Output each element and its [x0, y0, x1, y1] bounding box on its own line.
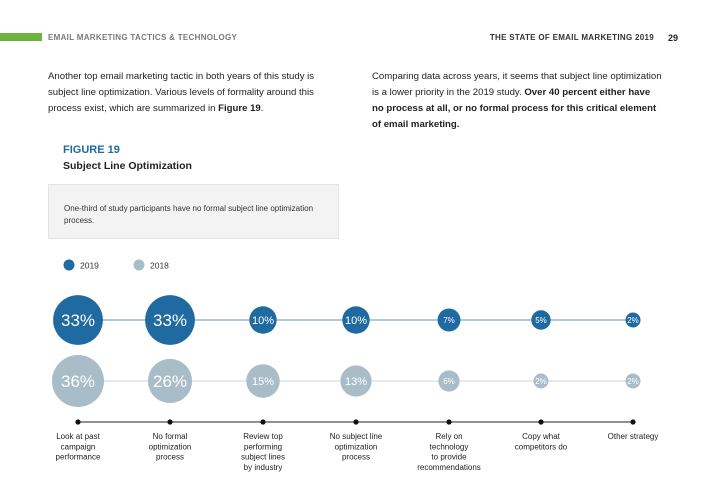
page-number: 29	[667, 33, 678, 43]
figure-title: Subject Line Optimization	[63, 160, 192, 172]
section-title: EMAIL MARKETING TACTICS & TECHNOLOGY	[48, 33, 238, 42]
comparison-text: Comparing data across years, it seems th…	[372, 71, 662, 98]
category-dot-3	[353, 419, 359, 425]
legend-marker-2019	[63, 259, 75, 271]
intro-text-end: .	[260, 103, 264, 114]
data-label-2019-6: 2%	[627, 316, 639, 325]
bubble-2018-2	[246, 364, 280, 398]
category-dot-5	[538, 419, 544, 425]
bubble-2019-0	[53, 295, 103, 345]
category-label-1: No formal optimization process	[149, 432, 192, 462]
category-dot-2	[260, 419, 266, 425]
data-label-2019-4: 7%	[443, 316, 455, 325]
callout-text: One-third of study participants have no …	[64, 204, 314, 225]
data-label-2019-1: 33%	[153, 311, 187, 330]
data-label-2019-0: 33%	[61, 311, 95, 330]
category-label-2: Review top performing subject lines by indu…	[241, 432, 285, 472]
intro-paragraph-right: Comparing data across years, it seems th…	[372, 69, 664, 133]
category-dot-4	[446, 419, 452, 425]
legend-marker-2018	[133, 259, 145, 271]
data-label-2018-2: 15%	[252, 376, 274, 388]
bubble-2018-1	[147, 358, 193, 404]
header-accent-bar	[0, 33, 42, 41]
data-label-2018-4: 6%	[443, 377, 455, 386]
intro-text: Another top email marketing tactic in bo…	[48, 71, 315, 114]
legend-label-2018: 2018	[150, 261, 169, 271]
bubble-2019-5	[531, 310, 551, 330]
intro-paragraph-left: Another top email marketing tactic in bo…	[48, 69, 340, 117]
bubble-2018-0	[52, 355, 104, 407]
category-dot-0	[75, 419, 81, 425]
data-label-2019-3: 10%	[345, 315, 367, 327]
data-label-2018-5: 2%	[535, 377, 547, 386]
category-label-5: Copy what competitors do	[515, 432, 568, 451]
category-dot-6	[630, 419, 636, 425]
data-label-2018-1: 26%	[153, 372, 187, 391]
data-label-2019-2: 10%	[252, 315, 274, 327]
bubble-2018-6	[625, 373, 641, 389]
category-dot-1	[167, 419, 173, 425]
data-label-2018-3: 13%	[345, 376, 367, 388]
figure-reference: Figure 19	[218, 103, 261, 114]
report-title: THE STATE OF EMAIL MARKETING 2019	[489, 33, 654, 42]
data-label-2019-5: 5%	[535, 316, 547, 325]
data-label-2018-0: 36%	[61, 372, 95, 391]
legend-label-2019: 2019	[80, 261, 99, 271]
category-label-4: Rely on technology to provide recommendatio…	[417, 432, 481, 472]
bubble-2018-5	[533, 373, 549, 389]
callout-box: One-third of study participants have no …	[48, 184, 339, 239]
bubble-2018-4	[438, 370, 460, 392]
bubble-2019-4	[437, 308, 461, 332]
comparison-highlight: Over 40 percent either have no process a…	[372, 87, 657, 130]
bubble-2019-1	[145, 295, 195, 345]
category-label-6: Other strategy	[608, 432, 659, 441]
category-label-3: No subject line optimization process	[330, 432, 383, 462]
figure-label: FIGURE 19	[63, 144, 120, 156]
bubble-2019-6	[625, 312, 641, 328]
category-label-0: Look at past campaign performance	[56, 432, 101, 462]
bubble-2019-2	[249, 306, 277, 334]
bubble-2019-3	[342, 306, 370, 334]
bubble-2018-3	[340, 365, 372, 397]
data-label-2018-6: 2%	[627, 377, 639, 386]
